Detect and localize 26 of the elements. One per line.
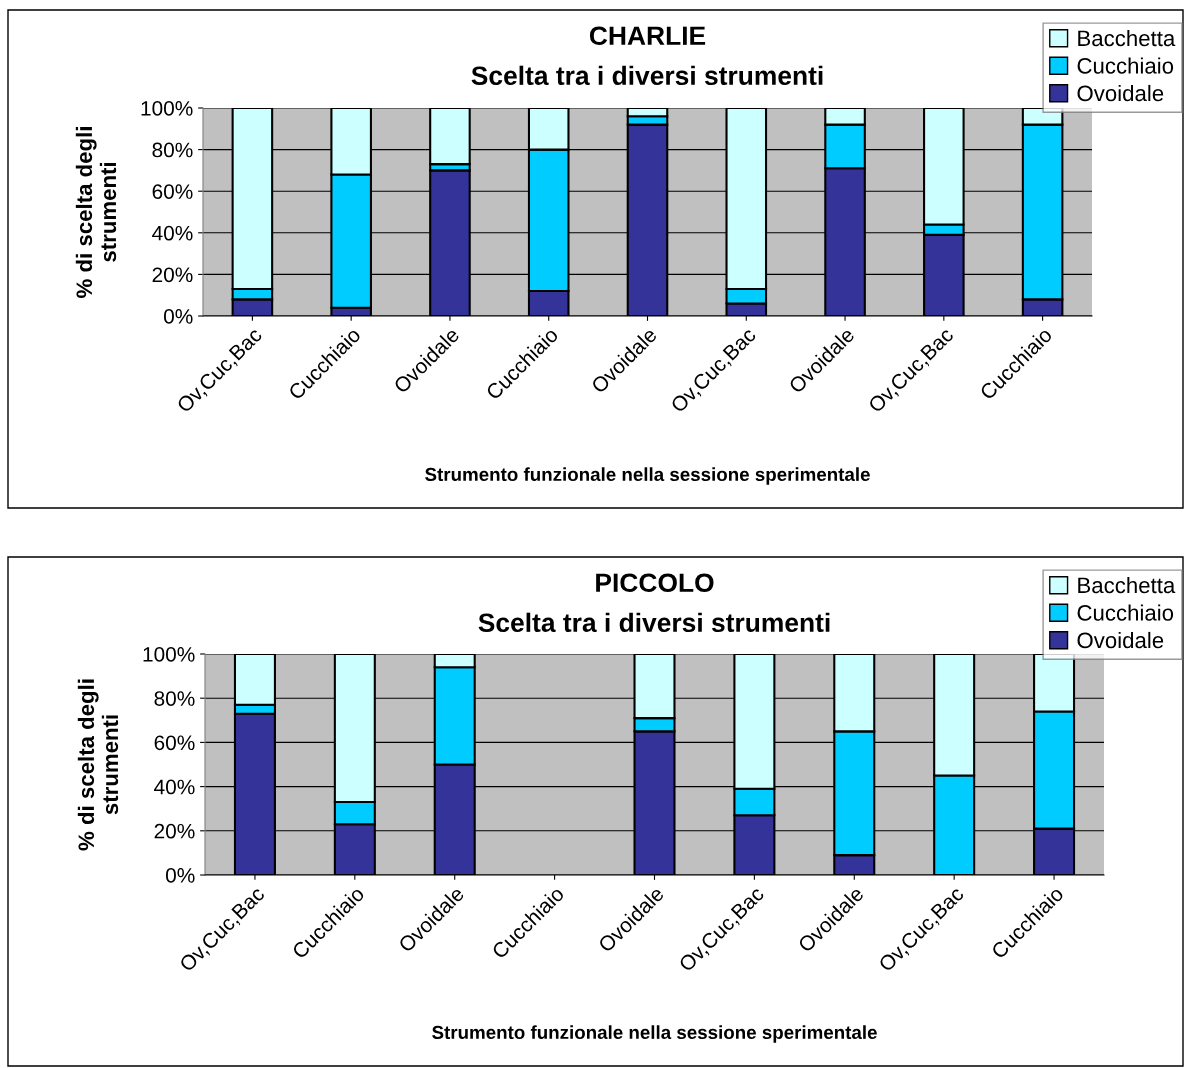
y-tick-label: 0%: [165, 868, 195, 883]
y-tick-label: 0%: [163, 309, 193, 324]
y-tick-label: 100%: [143, 647, 195, 662]
legend-label: Bacchetta: [1078, 29, 1176, 47]
y-axis-title: % di scelta degli strumenti: [77, 679, 119, 851]
chart-subtitle: Scelta tra i diversi strumenti: [471, 65, 823, 86]
legend-label: Cucchiaio: [1077, 604, 1174, 621]
y-tick-label: 20%: [154, 823, 195, 839]
y-tick-label: 80%: [154, 691, 195, 706]
y-tick-label: 80%: [152, 142, 193, 158]
legend-label: Cucchiaio: [1077, 57, 1174, 74]
y-tick-label: 40%: [154, 779, 195, 795]
y-tick-label: 100%: [141, 101, 193, 116]
chart-title: CHARLIE: [589, 26, 706, 46]
y-tick-label: 60%: [154, 735, 195, 751]
y-tick-label: 20%: [152, 267, 193, 283]
chart-title: PICCOLO: [596, 573, 714, 593]
x-axis-title: Strumento funzionale nella sessione sperimentale: [432, 1025, 877, 1043]
x-axis-title: Strumento funzionale nella sessione sperimentale: [425, 467, 870, 485]
legend-label: Bacchetta: [1078, 576, 1176, 594]
chart-subtitle: Scelta tra i diversi strumenti: [478, 612, 830, 633]
y-axis-title: % di scelta degli strumenti: [75, 127, 117, 298]
y-tick-label: 40%: [152, 225, 193, 241]
legend-label: Ovoidale: [1077, 631, 1164, 649]
y-tick-label: 60%: [152, 184, 193, 199]
legend-label: Ovoidale: [1077, 84, 1164, 102]
